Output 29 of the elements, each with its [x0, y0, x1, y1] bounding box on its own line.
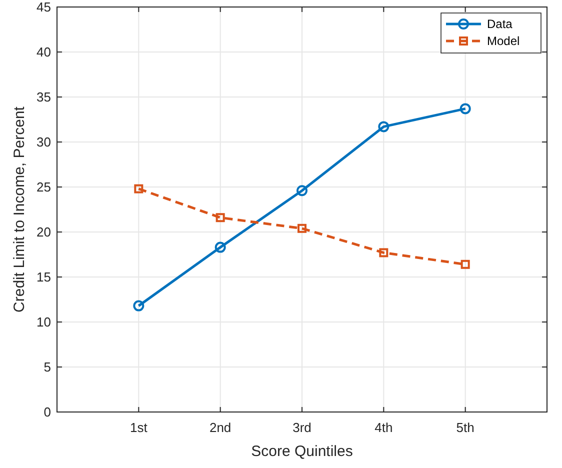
point [378, 121, 390, 132]
y-tick-label: 35 [36, 90, 51, 105]
y-tick-label: 10 [36, 314, 51, 330]
y-tick-label: 0 [44, 404, 51, 420]
point [133, 300, 144, 312]
y-tick-label: 45 [36, 0, 51, 15]
point [460, 103, 471, 114]
point [134, 184, 144, 194]
point [460, 260, 470, 269]
point [379, 248, 388, 258]
y-tick-label: 30 [36, 134, 51, 150]
x-tick-label: 5th [456, 420, 474, 435]
point [298, 224, 306, 233]
point [216, 213, 225, 222]
y-tick-label: 15 [36, 270, 51, 285]
x-tick-label: 3rd [292, 420, 312, 435]
x-tick-label: 2nd [209, 420, 232, 435]
y-axis-title: Credit Limit to Income, Percent [11, 106, 28, 312]
legend-label: Data [487, 17, 513, 32]
y-tick-label: 5 [44, 360, 51, 375]
legend-label: Model [487, 34, 520, 48]
y-tick-label: 20 [36, 224, 51, 240]
y-tick-label: 25 [36, 180, 51, 195]
x-tick-label: 1st [130, 420, 148, 435]
x-tick-label: 4th [374, 420, 393, 435]
y-tick-label: 40 [36, 44, 51, 60]
point [214, 242, 226, 253]
x-axis-title: Score Quintiles [251, 443, 353, 460]
point [296, 185, 308, 196]
